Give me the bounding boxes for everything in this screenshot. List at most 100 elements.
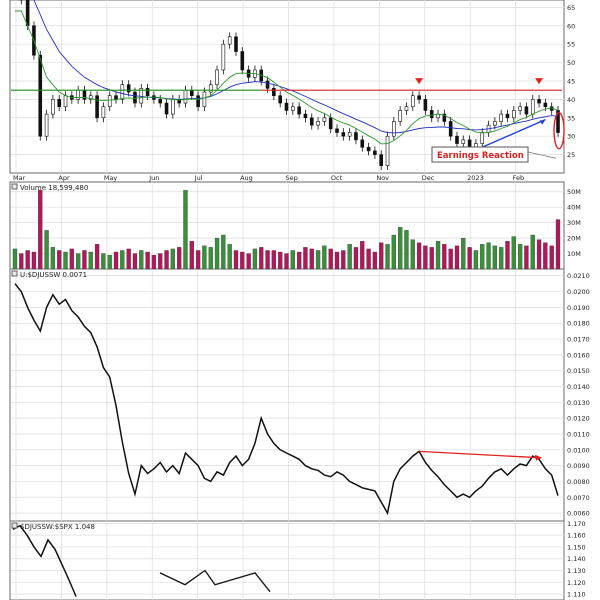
price-candle — [227, 36, 232, 45]
price-candle — [133, 91, 137, 104]
volume-bar — [404, 230, 409, 270]
volume-bar — [227, 244, 232, 270]
y-tick-label: 40 — [567, 96, 575, 104]
price-candle — [183, 89, 188, 104]
volume-bar — [259, 247, 264, 270]
volume-bar — [132, 253, 138, 270]
divergence-line — [419, 450, 540, 459]
x-tick-label: Jun — [148, 174, 159, 182]
volume-bar — [524, 245, 529, 270]
volume-bar — [467, 247, 472, 270]
y-tick-label: 0.0120 — [567, 415, 590, 423]
volume-bar — [177, 247, 182, 270]
volume-bar — [151, 254, 157, 270]
volume-bar — [189, 241, 194, 270]
price-candle — [530, 99, 535, 115]
price-candle — [499, 113, 503, 122]
y-tick-label: 1.110 — [567, 591, 586, 599]
price-candle — [379, 154, 384, 166]
y-tick-label: 1.150 — [567, 543, 586, 551]
price-candle — [410, 95, 415, 108]
volume-bar — [379, 242, 384, 270]
volume-bar — [94, 244, 100, 270]
y-tick-label: 40M — [567, 204, 581, 212]
price-candle — [429, 110, 434, 119]
price-candle — [524, 106, 529, 115]
price-candle — [417, 95, 421, 100]
volume-bar — [353, 247, 359, 270]
price-candle — [164, 102, 169, 115]
x-tick-label: Oct — [331, 174, 343, 182]
volume-bar — [265, 250, 270, 270]
volume-bar — [214, 237, 220, 270]
volume-bar — [315, 250, 321, 270]
volume-bar — [385, 244, 390, 270]
volume-bar — [240, 251, 245, 270]
volume-bar — [69, 248, 74, 270]
price-candle — [284, 102, 289, 111]
volume-bar — [360, 241, 365, 270]
price-candle — [467, 139, 472, 148]
volume-bar — [366, 248, 371, 270]
price-candle — [341, 132, 346, 137]
volume-bar — [423, 245, 428, 270]
volume-bar — [63, 251, 68, 270]
price-candle — [196, 95, 200, 108]
y-tick-label: 10M — [567, 250, 581, 258]
volume-bar — [75, 253, 81, 270]
volume-bar — [284, 253, 289, 270]
y-tick-label: 0.0140 — [567, 383, 590, 391]
price-candle — [385, 135, 390, 166]
price-candle — [493, 121, 497, 126]
volume-bar — [12, 248, 18, 270]
resistance-test-arrow — [535, 78, 544, 85]
volume-bar — [549, 245, 554, 270]
y-tick-label: 1.120 — [567, 579, 586, 587]
price-candle — [328, 117, 333, 130]
y-tick-label: 50 — [567, 59, 575, 67]
price-candle — [360, 139, 365, 148]
price-candle — [398, 110, 402, 122]
djussw-ratio-line — [14, 283, 559, 516]
djussw-legend: U:$DJUSSW 0.0071 — [20, 271, 87, 279]
price-candle — [120, 84, 125, 100]
volume-bar — [31, 251, 37, 270]
volume-bar — [492, 245, 498, 270]
price-candle — [316, 121, 320, 126]
spx-legend: $DJUSSW:$SPX 1.048 — [20, 523, 95, 531]
volume-bar — [448, 248, 453, 270]
spx-ratio-layer — [12, 524, 271, 597]
y-tick-label: 0.0150 — [567, 367, 590, 375]
volume-bar — [303, 247, 308, 270]
y-tick-label: 0.0130 — [567, 399, 590, 407]
price-candle — [88, 95, 93, 100]
y-tick-label: 0.0160 — [567, 351, 590, 359]
volume-bar — [252, 248, 258, 270]
y-tick-label: 0.0110 — [567, 430, 590, 438]
volume-bar — [530, 234, 535, 270]
y-tick-label: 1.140 — [567, 555, 586, 563]
price-candle — [278, 95, 282, 104]
x-tick-label: Sep — [286, 174, 298, 182]
y-tick-label: 45 — [567, 77, 575, 85]
price-candle — [272, 88, 276, 97]
price-candle — [518, 106, 522, 111]
volume-bar — [543, 242, 548, 270]
axis-layer: Mar Apr May Jun Jul Aug Sep Oct Nov Dec 2023 Feb 25 3… — [13, 4, 590, 599]
volume-bar — [296, 251, 302, 270]
price-candle — [126, 84, 131, 93]
divergence-arrowhead — [535, 454, 543, 461]
price-candle — [480, 132, 485, 144]
y-tick-label: 1.130 — [567, 567, 586, 575]
volume-bar — [233, 250, 239, 270]
volume-bar — [278, 251, 283, 270]
price-candle — [215, 69, 219, 85]
y-tick-label: 1.160 — [567, 532, 586, 540]
price-candle — [63, 95, 68, 108]
price-candle — [354, 132, 358, 141]
y-tick-label: 0.0090 — [567, 462, 590, 470]
price-candle — [512, 110, 516, 119]
price-candle — [291, 106, 295, 111]
price-candle — [57, 99, 61, 108]
y-tick-label: 20M — [567, 235, 581, 243]
